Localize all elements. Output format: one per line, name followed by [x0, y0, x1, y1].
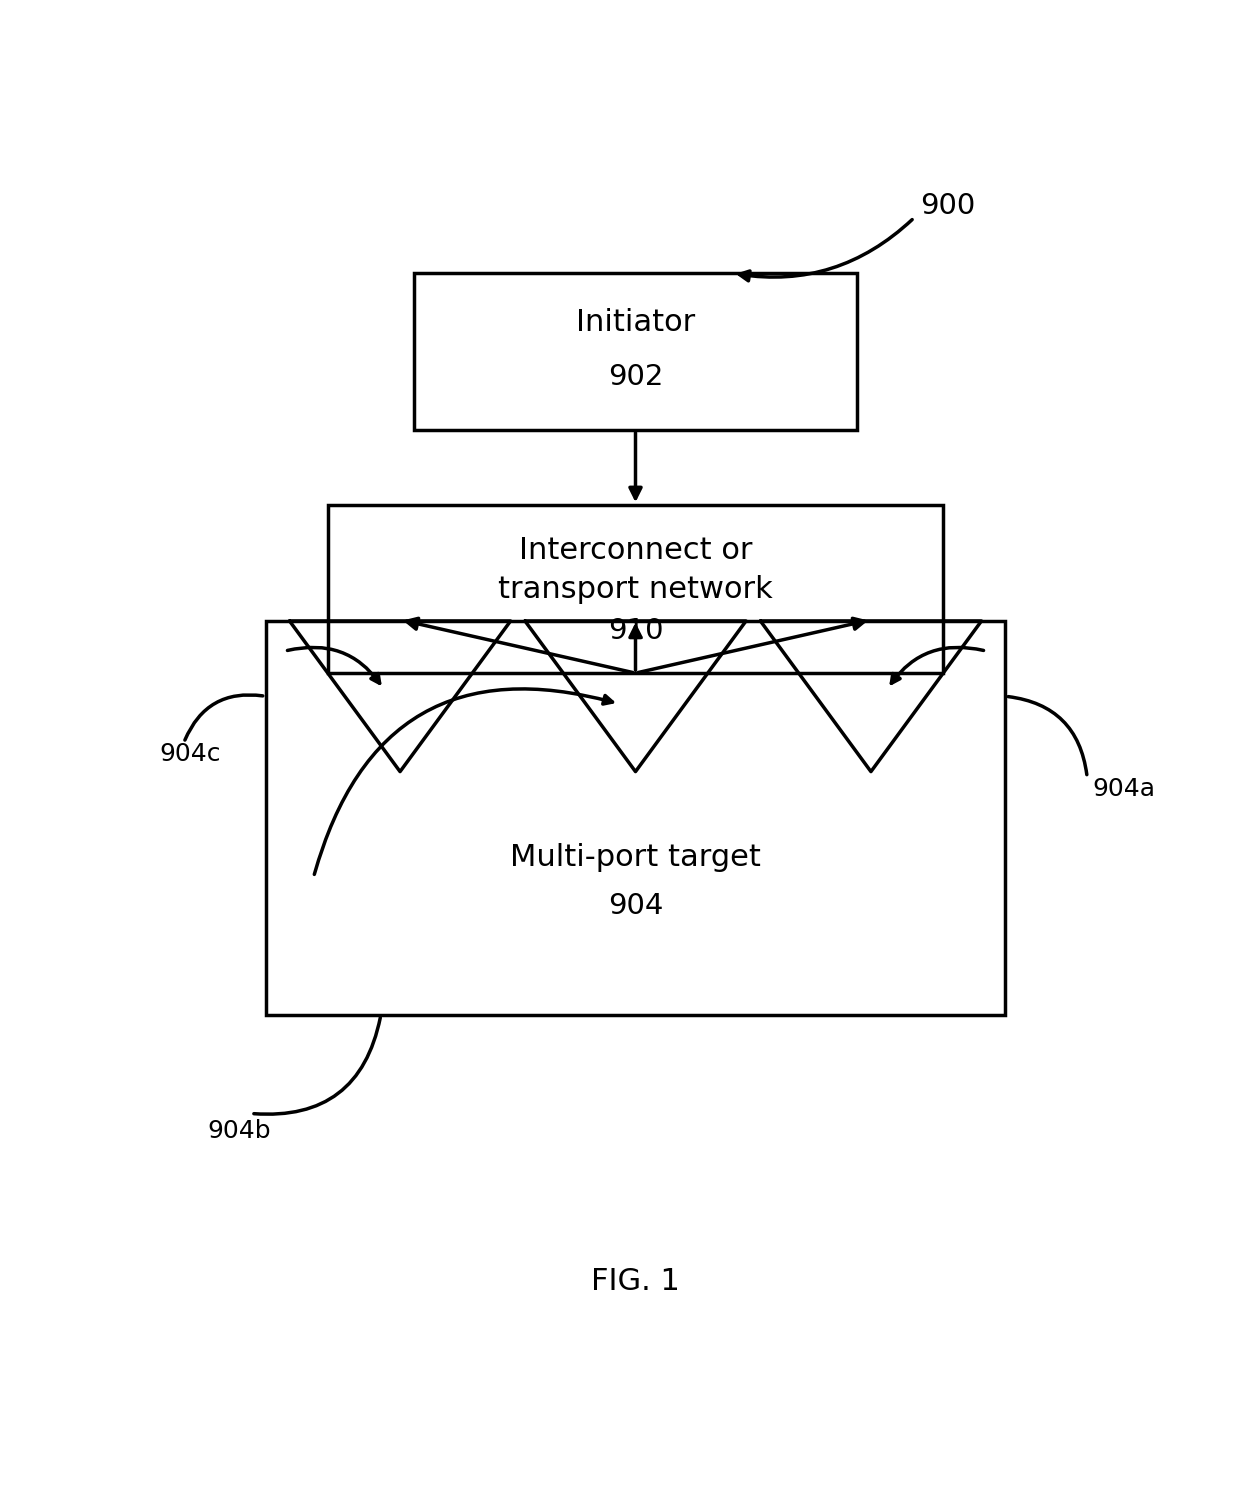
Text: 910: 910 — [608, 617, 663, 644]
Text: 900: 900 — [920, 193, 976, 220]
Text: 904c: 904c — [160, 742, 221, 766]
Text: 904b: 904b — [208, 1118, 272, 1142]
Text: FIG. 1: FIG. 1 — [591, 1267, 680, 1296]
Text: Interconnect or: Interconnect or — [518, 536, 753, 566]
Text: 904a: 904a — [1092, 777, 1154, 801]
Text: 904: 904 — [608, 892, 663, 920]
Bar — [327, 506, 944, 673]
Bar — [265, 622, 1006, 1014]
Bar — [414, 274, 857, 430]
Text: transport network: transport network — [498, 575, 773, 604]
Text: Initiator: Initiator — [575, 309, 696, 337]
Text: Multi-port target: Multi-port target — [510, 843, 761, 871]
Text: 902: 902 — [608, 363, 663, 391]
